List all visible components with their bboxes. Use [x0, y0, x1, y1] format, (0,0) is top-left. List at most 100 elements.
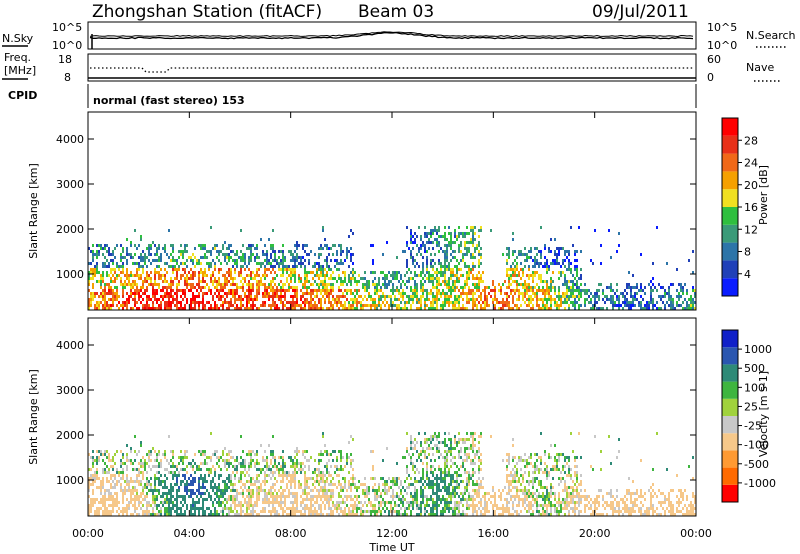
echo-pixel: [546, 292, 548, 295]
echo-pixel: [402, 495, 404, 498]
echo-pixel: [460, 295, 462, 298]
echo-pixel: [426, 241, 428, 244]
echo-pixel: [418, 453, 420, 456]
echo-pixel: [100, 286, 102, 289]
echo-pixel: [332, 307, 334, 310]
echo-pixel: [202, 307, 204, 310]
echo-pixel: [190, 307, 192, 310]
echo-pixel: [168, 307, 170, 310]
echo-pixel: [226, 283, 228, 286]
echo-pixel: [212, 271, 214, 274]
echo-pixel: [448, 280, 450, 283]
echo-pixel: [278, 289, 280, 292]
echo-pixel: [308, 465, 310, 468]
echo-pixel: [622, 301, 624, 304]
echo-pixel: [230, 283, 232, 286]
echo-pixel: [292, 474, 294, 477]
echo-pixel: [554, 286, 556, 289]
echo-pixel: [568, 262, 570, 265]
echo-pixel: [254, 453, 256, 456]
echo-pixel: [320, 504, 322, 507]
echo-pixel: [568, 280, 570, 283]
echo-pixel: [430, 438, 432, 441]
echo-pixel: [580, 277, 582, 280]
echo-pixel: [290, 280, 292, 283]
echo-pixel: [450, 241, 452, 244]
echo-pixel: [424, 441, 426, 444]
echo-pixel: [410, 444, 412, 447]
echo-pixel: [136, 498, 138, 501]
echo-pixel: [566, 295, 568, 298]
velocity-scatter-pixels: [88, 432, 696, 516]
echo-pixel: [360, 304, 362, 307]
echo-pixel: [374, 307, 376, 310]
echo-pixel: [472, 232, 474, 235]
echo-pixel: [170, 495, 172, 498]
echo-pixel: [456, 295, 458, 298]
echo-pixel: [242, 283, 244, 286]
echo-pixel: [568, 304, 570, 307]
echo-pixel: [592, 304, 594, 307]
echo-pixel: [104, 510, 106, 513]
echo-pixel: [272, 265, 274, 268]
echo-pixel: [210, 456, 212, 459]
echo-pixel: [208, 495, 210, 498]
echo-pixel: [388, 513, 390, 516]
echo-pixel: [114, 280, 116, 283]
echo-pixel: [276, 274, 278, 277]
echo-pixel: [272, 486, 274, 489]
echo-pixel: [192, 483, 194, 486]
echo-pixel: [432, 247, 434, 250]
echo-pixel: [150, 271, 152, 274]
echo-pixel: [160, 289, 162, 292]
echo-pixel: [284, 256, 286, 259]
echo-pixel: [112, 268, 114, 271]
echo-pixel: [202, 256, 204, 259]
echo-pixel: [274, 304, 276, 307]
echo-pixel: [246, 304, 248, 307]
echo-pixel: [244, 468, 246, 471]
echo-pixel: [468, 250, 470, 253]
echo-pixel: [264, 286, 266, 289]
echo-pixel: [344, 277, 346, 280]
echo-pixel: [610, 286, 612, 289]
echo-pixel: [466, 292, 468, 295]
echo-pixel: [346, 289, 348, 292]
echo-pixel: [384, 298, 386, 301]
echo-pixel: [138, 471, 140, 474]
echo-pixel: [420, 286, 422, 289]
echo-pixel: [680, 295, 682, 298]
echo-pixel: [538, 298, 540, 301]
echo-pixel: [408, 247, 410, 250]
echo-pixel: [616, 298, 618, 301]
echo-pixel: [538, 286, 540, 289]
echo-pixel: [88, 477, 90, 480]
echo-pixel: [678, 295, 680, 298]
echo-pixel: [460, 241, 462, 244]
echo-pixel: [378, 301, 380, 304]
echo-pixel: [446, 286, 448, 289]
echo-pixel: [172, 280, 174, 283]
echo-pixel: [154, 483, 156, 486]
echo-pixel: [464, 253, 466, 256]
echo-pixel: [422, 498, 424, 501]
echo-pixel: [274, 253, 276, 256]
echo-pixel: [632, 274, 634, 277]
echo-pixel: [402, 298, 404, 301]
echo-pixel: [370, 307, 372, 310]
echo-pixel: [94, 477, 96, 480]
echo-pixel: [148, 247, 150, 250]
echo-pixel: [344, 304, 346, 307]
echo-pixel: [518, 289, 520, 292]
echo-pixel: [282, 286, 284, 289]
echo-pixel: [444, 250, 446, 253]
echo-pixel: [334, 259, 336, 262]
echo-pixel: [472, 289, 474, 292]
echo-pixel: [650, 295, 652, 298]
echo-pixel: [416, 298, 418, 301]
echo-pixel: [506, 271, 508, 274]
echo-pixel: [430, 447, 432, 450]
echo-pixel: [320, 304, 322, 307]
echo-pixel: [388, 477, 390, 480]
